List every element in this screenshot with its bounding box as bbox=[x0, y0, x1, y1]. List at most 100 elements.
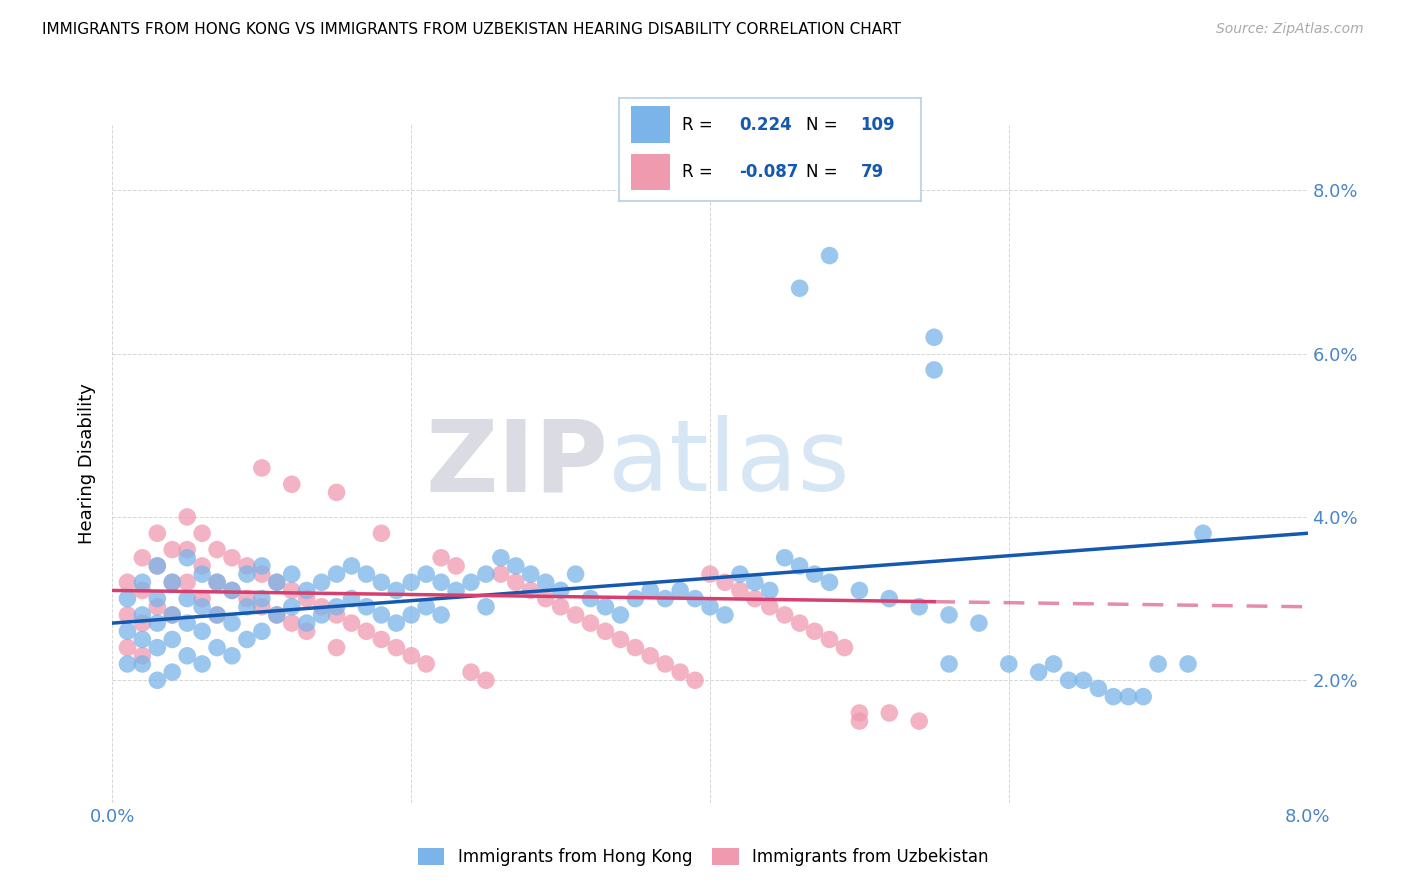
Point bbox=[236, 558, 259, 573]
Point bbox=[221, 583, 243, 598]
Text: R =: R = bbox=[682, 163, 713, 181]
Point bbox=[401, 648, 423, 663]
Point bbox=[1057, 673, 1080, 688]
Point bbox=[728, 567, 751, 582]
Point bbox=[146, 558, 169, 573]
Point bbox=[205, 640, 228, 655]
Point bbox=[266, 607, 288, 622]
Y-axis label: Hearing Disability: Hearing Disability bbox=[77, 384, 96, 544]
Point bbox=[131, 550, 153, 565]
Point bbox=[908, 714, 931, 728]
Point bbox=[908, 599, 931, 614]
Point bbox=[638, 648, 661, 663]
Point bbox=[834, 640, 856, 655]
Point bbox=[131, 575, 153, 590]
Point bbox=[579, 591, 602, 606]
Bar bbox=[631, 153, 671, 190]
Point bbox=[520, 583, 543, 598]
Point bbox=[131, 583, 153, 598]
Point bbox=[922, 330, 945, 344]
Point bbox=[205, 607, 228, 622]
Point bbox=[789, 616, 811, 631]
Point bbox=[624, 640, 647, 655]
Point bbox=[505, 558, 527, 573]
Bar bbox=[631, 106, 671, 144]
Point bbox=[624, 591, 647, 606]
Point bbox=[221, 648, 243, 663]
Point bbox=[176, 575, 198, 590]
Point bbox=[205, 607, 228, 622]
Point bbox=[877, 591, 900, 606]
Point bbox=[356, 624, 378, 639]
Point bbox=[489, 567, 512, 582]
Point bbox=[475, 567, 498, 582]
Point bbox=[803, 567, 825, 582]
Point bbox=[595, 599, 617, 614]
Point bbox=[356, 567, 378, 582]
Point bbox=[236, 632, 259, 647]
Text: 0.224: 0.224 bbox=[740, 116, 793, 134]
Point bbox=[281, 599, 304, 614]
Point bbox=[370, 632, 392, 647]
Point bbox=[1028, 665, 1050, 679]
Point bbox=[848, 583, 870, 598]
Text: atlas: atlas bbox=[609, 416, 851, 512]
Point bbox=[415, 567, 437, 582]
Point bbox=[176, 616, 198, 631]
Point bbox=[789, 281, 811, 295]
Point bbox=[370, 607, 392, 622]
Point bbox=[176, 510, 198, 524]
Legend: Immigrants from Hong Kong, Immigrants from Uzbekistan: Immigrants from Hong Kong, Immigrants fr… bbox=[411, 841, 995, 873]
Point bbox=[325, 640, 347, 655]
Point bbox=[117, 624, 139, 639]
Point bbox=[117, 591, 139, 606]
Point bbox=[162, 575, 183, 590]
Point bbox=[699, 599, 721, 614]
Point bbox=[146, 591, 169, 606]
Point bbox=[669, 583, 692, 598]
Point bbox=[773, 607, 796, 622]
Point bbox=[250, 461, 273, 475]
Point bbox=[430, 550, 453, 565]
Point bbox=[176, 542, 198, 557]
Point bbox=[236, 599, 259, 614]
Point bbox=[444, 558, 467, 573]
Point bbox=[325, 485, 347, 500]
Point bbox=[1087, 681, 1109, 696]
Point bbox=[683, 591, 706, 606]
Point bbox=[997, 657, 1019, 671]
Point bbox=[250, 599, 273, 614]
Point bbox=[266, 575, 288, 590]
Point bbox=[579, 616, 602, 631]
Point bbox=[146, 599, 169, 614]
Point bbox=[191, 567, 214, 582]
Point bbox=[877, 706, 900, 720]
Point bbox=[430, 607, 453, 622]
Point bbox=[131, 607, 153, 622]
Point bbox=[638, 583, 661, 598]
Point bbox=[609, 607, 631, 622]
Point bbox=[505, 575, 527, 590]
Point bbox=[117, 607, 139, 622]
Point bbox=[938, 657, 960, 671]
Point bbox=[803, 624, 825, 639]
Point bbox=[131, 657, 153, 671]
Point bbox=[1132, 690, 1154, 704]
Point bbox=[325, 567, 347, 582]
Point bbox=[250, 558, 273, 573]
Point bbox=[266, 575, 288, 590]
Point bbox=[236, 591, 259, 606]
Point bbox=[370, 526, 392, 541]
Text: 79: 79 bbox=[860, 163, 884, 181]
Point bbox=[191, 599, 214, 614]
Point bbox=[758, 599, 780, 614]
Point bbox=[205, 542, 228, 557]
Point bbox=[340, 591, 363, 606]
Point bbox=[564, 607, 586, 622]
Point bbox=[415, 657, 437, 671]
Point bbox=[131, 616, 153, 631]
Point bbox=[489, 550, 512, 565]
Point bbox=[162, 575, 183, 590]
Point bbox=[370, 575, 392, 590]
Point bbox=[250, 591, 273, 606]
